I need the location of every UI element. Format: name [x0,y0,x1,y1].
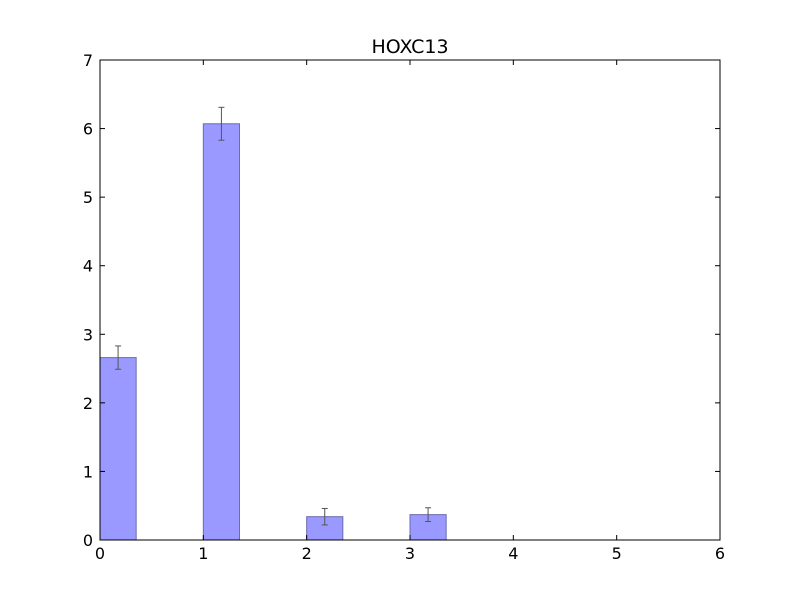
chart-title: HOXC13 [371,36,448,58]
error-bar-0 [115,345,122,370]
ticks-layer: 0 1 2 3 4 5 6 0 1 2 3 4 5 6 7 [83,51,725,563]
y-tick-label-4: 4 [83,257,93,276]
x-tick-label-5: 5 [612,544,622,563]
y-tick-label-1: 1 [83,462,93,481]
y-tick-label-6: 6 [83,120,93,139]
error-bars-layer [115,106,432,526]
bar-0 [99,357,137,541]
x-tick-label-4: 4 [508,544,518,563]
bar-1 [202,123,240,541]
y-tick-label-2: 2 [83,394,93,413]
x-tick-label-3: 3 [405,544,415,563]
x-tick-label-1: 1 [198,544,208,563]
error-bar-2 [321,507,328,526]
x-tick-label-0: 0 [95,544,105,563]
x-tick-label-6: 6 [715,544,725,563]
y-tick-label-7: 7 [83,51,93,70]
y-tick-label-0: 0 [83,531,93,550]
error-bar-3 [425,507,432,522]
y-tick-label-3: 3 [83,325,93,344]
y-tick-label-5: 5 [83,188,93,207]
error-bar-1 [218,106,225,141]
x-tick-label-2: 2 [302,544,312,563]
